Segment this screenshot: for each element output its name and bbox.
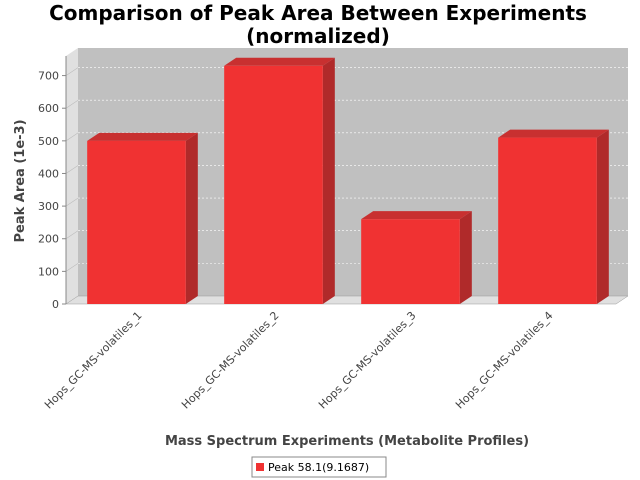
bar-2 [361,219,460,304]
x-category-label-1: Hops_GC-MS-volatiles_2 [179,309,282,412]
bar-side-0 [185,132,198,304]
gridline-wall-1 [65,263,79,272]
gridline-wall-5 [65,132,79,142]
y-tick-label-3: 300 [38,200,59,213]
y-tick-label-5: 500 [38,135,59,148]
x-axis-label: Mass Spectrum Experiments (Metabolite Pr… [165,434,529,449]
legend-label: Peak 58.1(9.1687) [268,461,369,474]
legend-swatch [256,463,264,471]
bar-top-1 [224,57,335,66]
x-category-label-0: Hops_GC-MS-volatiles_1 [42,309,145,412]
chart-title-line-1: Comparison of Peak Area Between Experime… [49,1,587,25]
plot-area: 0 100 200 300 400 500 600 700 Hops_GC-MS-volatil… [38,48,629,412]
gridline-wall-2 [65,230,79,239]
y-tick-label-4: 400 [38,167,59,180]
legend: Peak 58.1(9.1687) [251,456,387,478]
bar-side-3 [596,129,609,304]
bar-side-1 [322,57,335,304]
y-tick-label-1: 100 [38,265,59,278]
y-tick-label-7: 700 [38,70,59,83]
gridline-wall-6 [65,99,79,109]
y-tick-label-6: 600 [38,102,59,115]
x-category-label-3: Hops_GC-MS-volatiles_4 [453,309,556,412]
legend-box [251,456,387,478]
y-tick-label-2: 200 [38,233,59,246]
x-category-label-2: Hops_GC-MS-volatiles_3 [316,309,419,412]
bar-3 [498,137,597,304]
gridline-wall-7 [65,67,79,76]
gridline-wall-4 [65,165,79,174]
y-tick-label-0: 0 [52,298,59,311]
bar-top-0 [87,132,198,141]
bar-1 [224,65,323,304]
bar-top-2 [361,211,472,220]
plot-left-wall [66,48,78,304]
gridline-wall-3 [65,197,79,207]
bar-side-2 [459,211,472,304]
chart-title-line-2: (normalized) [246,24,390,48]
bar-top-3 [498,129,609,138]
y-axis-label: Peak Area (1e-3) [13,119,28,242]
bar-0 [87,140,186,304]
